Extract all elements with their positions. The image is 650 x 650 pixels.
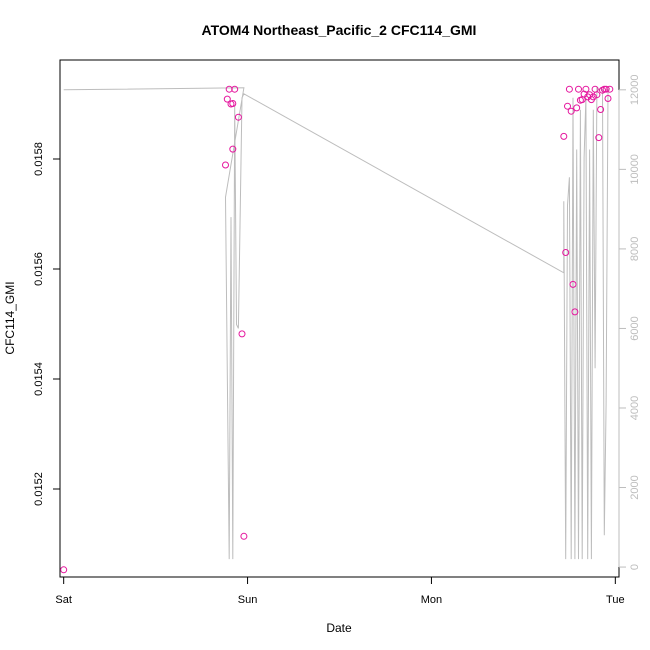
data-point — [593, 91, 601, 99]
data-point — [560, 132, 568, 140]
data-point — [586, 91, 594, 99]
y2-tick-label: 2000 — [629, 475, 641, 499]
x-tick-label: Tue — [606, 594, 625, 606]
x-tick-label: Sat — [55, 594, 72, 606]
y-tick-label: 0.0154 — [33, 362, 45, 396]
data-point — [60, 566, 68, 574]
data-point — [595, 134, 603, 142]
data-point — [589, 93, 597, 101]
data-point — [222, 161, 229, 169]
data-point — [569, 280, 577, 288]
y2-tick-label: 10000 — [629, 154, 641, 185]
data-point — [573, 104, 581, 112]
data-point — [567, 107, 575, 115]
data-point — [604, 95, 612, 102]
data-point — [582, 85, 590, 93]
y-tick-label: 0.0158 — [33, 142, 45, 176]
data-point — [597, 106, 605, 113]
x-axis: Sat Sun Mon Tue — [55, 576, 625, 606]
y2-tick-label: 8000 — [629, 237, 641, 261]
y2-tick-label: 12000 — [629, 75, 641, 106]
y-axis: 0.0152 0.0154 0.0156 0.0158 — [33, 142, 61, 506]
data-point — [229, 100, 237, 107]
series-line — [63, 86, 611, 560]
y2-tick-label: 0 — [629, 564, 641, 570]
data-point — [223, 95, 231, 103]
data-point — [565, 85, 573, 93]
y2-tick-label: 6000 — [629, 316, 641, 340]
y-tick-label: 0.0152 — [33, 472, 45, 506]
data-point — [571, 308, 579, 316]
data-point — [240, 532, 248, 540]
data-point — [238, 330, 246, 338]
data-point — [602, 85, 610, 93]
x-tick-label: Sun — [238, 594, 258, 606]
data-point — [231, 85, 239, 93]
data-point — [234, 113, 242, 121]
data-point — [564, 102, 571, 110]
x-tick-label: Mon — [421, 594, 442, 606]
data-point — [606, 85, 614, 93]
y-tick-label: 0.0156 — [33, 252, 45, 286]
data-point — [575, 85, 582, 93]
y2-tick-label: 4000 — [629, 396, 641, 420]
data-point — [229, 145, 237, 153]
y-axis-label: CFC114_GMI — [3, 281, 17, 354]
series-layer — [60, 85, 614, 574]
plot-frame — [59, 59, 620, 578]
x-axis-label: Date — [326, 621, 352, 635]
data-point — [562, 249, 570, 256]
y2-axis: 0 2000 4000 6000 8000 10000 12000 — [618, 75, 641, 570]
chart-title: ATOM4 Northeast_Pacific_2 CFC114_GMI — [202, 22, 477, 38]
